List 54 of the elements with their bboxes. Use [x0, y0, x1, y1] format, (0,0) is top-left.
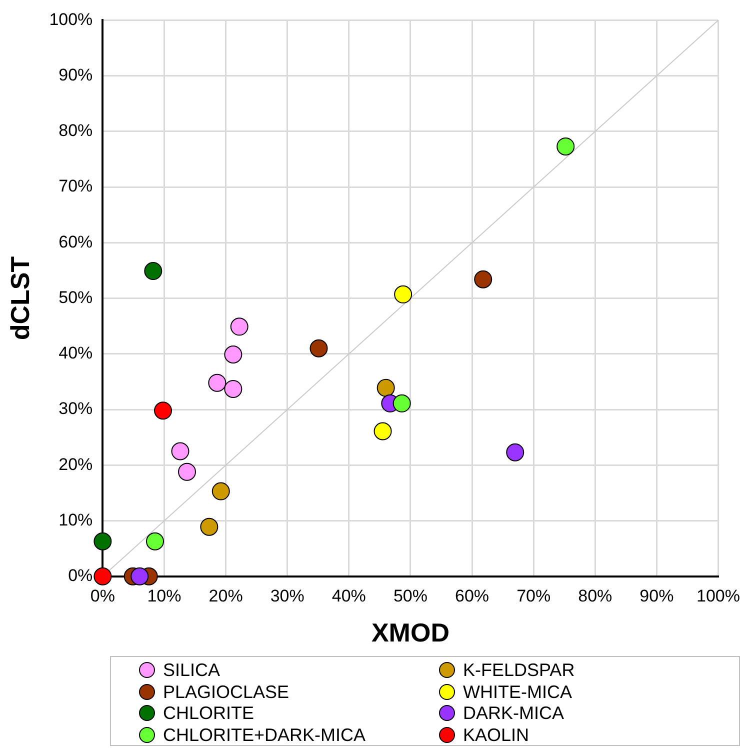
y-tick-label: 90%: [58, 66, 93, 85]
y-tick-label: 80%: [58, 121, 93, 140]
point: [208, 374, 226, 392]
x-tick-label: 70%: [516, 586, 551, 606]
point: [94, 567, 112, 586]
x-tick-label: 90%: [640, 586, 674, 606]
x-tick-label: 80%: [578, 586, 612, 606]
x-tick-label: 60%: [455, 586, 490, 606]
y-tick-label: 50%: [58, 288, 93, 307]
x-tick-label: 50%: [393, 586, 428, 606]
legend-label: CHLORITE: [163, 703, 254, 724]
y-tick-label: 20%: [58, 454, 93, 474]
legend-label: WHITE-MICA: [463, 682, 572, 702]
legend-label: CHLORITE+DARK-MICA: [163, 724, 366, 745]
y-tick-label: 70%: [58, 176, 93, 196]
point: [130, 567, 149, 586]
x-tick-label: 10%: [147, 586, 182, 606]
legend-label: K-FELDSPAR: [463, 660, 575, 680]
y-tick-label: 40%: [58, 344, 93, 363]
point: [392, 394, 411, 412]
point: [310, 339, 328, 358]
x-axis-title: XMOD: [371, 618, 450, 648]
legend-label: PLAGIOCLASE: [163, 682, 290, 702]
point: [556, 137, 575, 156]
point: [146, 532, 164, 550]
x-tick-label: 100%: [696, 586, 740, 606]
y-tick-label: 10%: [58, 510, 93, 530]
point: [94, 532, 112, 550]
y-axis-title: dCLST: [4, 256, 35, 340]
point: [230, 318, 248, 336]
point: [224, 380, 242, 398]
x-tick-label: 30%: [270, 586, 304, 606]
y-tick-label: 100%: [49, 10, 93, 29]
point: [200, 518, 218, 536]
y-tick-label: 0%: [68, 566, 93, 586]
legend-label: SILICA: [163, 660, 220, 680]
point: [154, 402, 172, 420]
point: [506, 443, 524, 462]
point: [224, 345, 242, 364]
point: [376, 378, 395, 397]
point: [474, 270, 492, 288]
y-tick-label: 30%: [58, 399, 93, 418]
point: [178, 462, 196, 481]
legend-label: KAOLIN: [463, 724, 530, 745]
point: [374, 422, 392, 440]
point: [171, 442, 190, 460]
x-tick-label: 0%: [90, 586, 115, 606]
y-tick-label: 60%: [58, 232, 93, 252]
x-tick-label: 20%: [208, 586, 243, 606]
point: [212, 482, 230, 500]
legend-label: DARK-MICA: [463, 703, 564, 724]
point: [394, 285, 412, 304]
x-tick-label: 40%: [332, 586, 366, 606]
point: [144, 262, 162, 280]
